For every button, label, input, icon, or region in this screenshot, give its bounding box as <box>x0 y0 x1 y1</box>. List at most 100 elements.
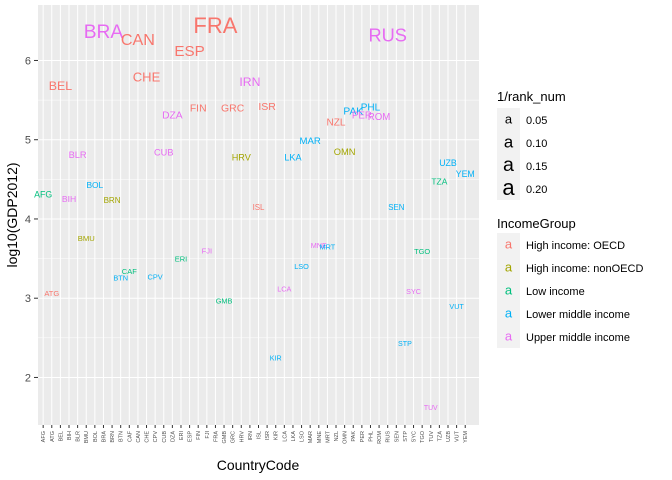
data-point-label: ERI <box>175 254 188 263</box>
x-tick-label: VUT <box>455 430 461 442</box>
x-tick-label: SEN <box>394 431 400 442</box>
x-axis: AFG ATG BEL BIH BLR BMU BOL BRA BRN BTN CAF CAN CHE C… <box>41 425 469 444</box>
color-legend-glyph: a <box>505 328 513 343</box>
color-legend-glyph: a <box>505 282 513 297</box>
color-legend-label: Upper middle income <box>526 332 630 344</box>
data-point-label: CUB <box>154 148 173 158</box>
color-legend: IncomeGroup a High income: OECD a High inco… <box>497 216 643 348</box>
data-point-label: CAF <box>122 267 137 276</box>
x-tick-label: HRV <box>239 431 245 443</box>
data-point-label: TUV <box>424 405 438 412</box>
color-legend-key <box>497 325 520 348</box>
data-point-label: KIR <box>270 354 282 362</box>
color-legend-key <box>497 302 520 325</box>
x-tick-label: LSO <box>300 430 306 442</box>
color-legend-key <box>497 256 520 279</box>
data-point-label: TGO <box>414 247 430 256</box>
size-legend-key <box>497 177 520 200</box>
data-point-label: YEM <box>456 169 475 179</box>
x-tick-label: BMU <box>84 431 90 443</box>
data-point-label: HRV <box>232 152 252 162</box>
size-legend-glyph: a <box>502 175 515 200</box>
x-tick-label: BEL <box>58 431 64 441</box>
size-legend-glyph: a <box>505 111 513 126</box>
x-tick-label: BLR <box>76 431 82 442</box>
x-tick-label: DZA <box>170 431 176 442</box>
color-legend-label: High income: nonOECD <box>526 263 643 275</box>
x-tick-label: RUS <box>386 431 392 443</box>
x-axis-title: CountryCode <box>217 457 300 473</box>
data-point-label: ISR <box>258 101 276 113</box>
x-tick-label: PHL <box>368 431 374 442</box>
y-tick-label: 5 <box>25 135 31 147</box>
data-point-label: CAN <box>121 31 155 49</box>
x-tick-label: CAF <box>127 430 133 442</box>
data-point-label: BEL <box>49 79 73 93</box>
x-tick-label: ROM <box>377 431 383 444</box>
data-point-label: ATG <box>44 289 59 298</box>
data-point-label: BRA <box>84 22 124 43</box>
data-point-label: PAK <box>343 107 363 118</box>
data-point-label: IRN <box>239 75 260 89</box>
data-point-label: GMB <box>216 296 233 305</box>
color-legend-label: Lower middle income <box>526 309 630 321</box>
x-tick-label: MAR <box>308 431 314 443</box>
data-point-label: AFG <box>34 190 52 200</box>
data-point-label: VUT <box>449 302 464 311</box>
data-point-label: LCA <box>277 284 291 293</box>
color-legend-glyph: a <box>505 236 513 251</box>
data-point-label: DZA <box>162 111 183 122</box>
x-tick-label: CPV <box>153 431 159 443</box>
size-legend-label: 0.10 <box>526 138 547 150</box>
data-point-label: LKA <box>284 152 302 162</box>
x-tick-label: BRN <box>110 431 116 443</box>
color-legend-key <box>497 233 520 256</box>
x-tick-label: KIR <box>274 431 280 440</box>
color-legend-title: IncomeGroup <box>497 216 576 231</box>
data-point-label: BLR <box>69 150 87 160</box>
size-legend-label: 0.05 <box>526 115 547 127</box>
data-point-label: FJI <box>202 246 212 255</box>
color-legend-label: High income: OECD <box>526 240 625 252</box>
x-tick-label: CUB <box>162 431 168 443</box>
x-tick-label: GMB <box>222 431 228 444</box>
y-tick-label: 3 <box>25 293 31 305</box>
data-point-label: LSO <box>294 262 309 271</box>
data-point-label: OMN <box>334 147 356 157</box>
gridlines <box>38 5 479 425</box>
x-tick-label: CHE <box>145 431 151 443</box>
data-point-label: BOL <box>86 180 103 190</box>
x-tick-label: GRC <box>231 431 237 443</box>
x-tick-label: TGO <box>420 430 426 443</box>
size-legend-title: 1/rank_num <box>497 89 566 104</box>
size-legend-glyph: a <box>503 154 514 176</box>
data-point-label: MAR <box>300 136 321 147</box>
x-tick-label: AFG <box>41 431 47 442</box>
data-point-label: UZB <box>439 158 457 168</box>
x-tick-label: IRN <box>248 431 254 441</box>
x-tick-label: PER <box>360 431 366 442</box>
x-tick-label: ISL <box>257 431 263 439</box>
data-point-label: RUS <box>368 25 406 46</box>
x-tick-label: ATG <box>50 431 56 442</box>
x-tick-label: PAK <box>351 431 357 442</box>
x-tick-label: CAN <box>136 431 142 443</box>
x-tick-label: LKA <box>291 431 297 442</box>
x-tick-label: YEM <box>463 431 469 443</box>
data-point-label: SYC <box>406 288 421 296</box>
x-tick-label: FIN <box>196 431 202 440</box>
x-tick-label: BIH <box>67 431 73 440</box>
color-legend-glyph: a <box>505 259 513 274</box>
x-tick-label: TZA <box>437 431 443 442</box>
x-tick-label: SYC <box>412 431 418 442</box>
data-point-label: STP <box>398 340 412 348</box>
x-tick-label: FRA <box>213 431 219 442</box>
x-tick-label: STP <box>403 431 409 442</box>
data-point-label: PHL <box>361 103 381 114</box>
color-legend-key <box>497 279 520 302</box>
data-point-label: SEN <box>388 203 404 212</box>
size-legend-key <box>497 154 520 177</box>
x-tick-label: FJI <box>205 431 211 439</box>
